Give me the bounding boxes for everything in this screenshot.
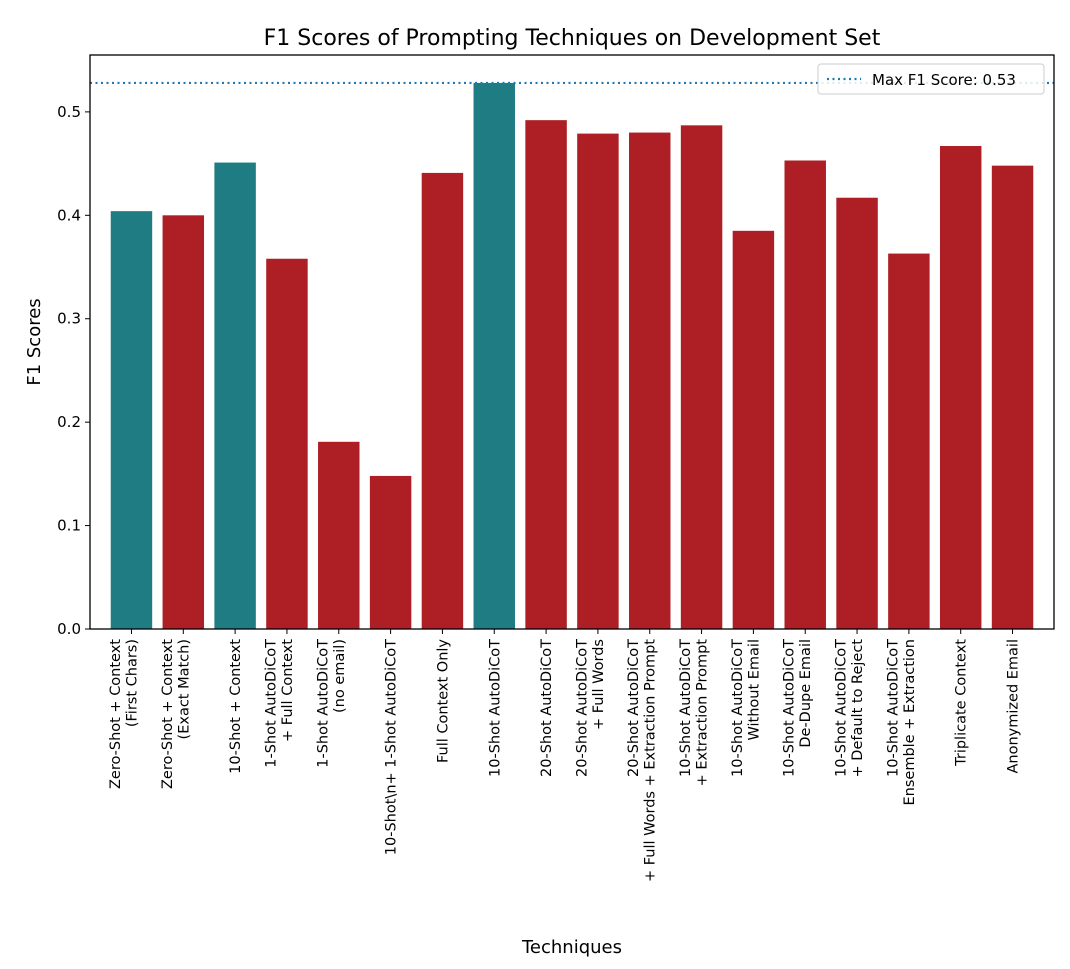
bar-8 xyxy=(473,82,515,630)
x-tick-label-line: 1-Shot AutoDiCoT xyxy=(263,639,279,768)
y-axis-label: F1 Scores xyxy=(24,298,45,385)
x-tick-label-line: Full Context Only xyxy=(435,639,451,763)
bar-12 xyxy=(680,125,723,629)
legend-label: Max F1 Score: 0.53 xyxy=(872,71,1016,89)
bar-5 xyxy=(318,441,360,629)
x-axis-label: Techniques xyxy=(521,937,622,958)
legend: Max F1 Score: 0.53 xyxy=(817,63,1045,95)
x-tick-label-line: 20-Shot AutoDiCoT xyxy=(574,639,590,777)
x-tick-label-11: 20-Shot AutoDiCoT+ Full Words + Extracti… xyxy=(626,639,659,882)
x-tick-label-line: (First Chars) xyxy=(124,639,140,727)
x-tick-label-line: 10-Shot AutoDiCoT xyxy=(730,639,746,777)
bar-6 xyxy=(369,475,412,629)
bar-10 xyxy=(577,133,619,629)
x-tick-label-line: 10-Shot AutoDiCoT xyxy=(678,639,694,777)
x-tick-label-line: Triplicate Context xyxy=(954,639,970,767)
x-tick-label-line: Ensemble + Extraction xyxy=(902,639,918,806)
bar-3 xyxy=(214,162,256,629)
x-tick-label-line: Zero-Shot + Context xyxy=(160,639,176,789)
y-axis: 0.0 0.1 0.2 0.3 0.4 0.5 xyxy=(57,103,90,638)
x-tick-label-15: 10-Shot AutoDiCoT+ Default to Reject xyxy=(834,639,867,778)
bar-15 xyxy=(836,197,878,630)
x-tick-label-8: 10-Shot AutoDiCoT xyxy=(487,639,503,777)
y-tick-label-3: 0.3 xyxy=(57,310,81,328)
bar-16 xyxy=(888,253,930,629)
y-tick-label-1: 0.1 xyxy=(57,517,81,535)
legend-box xyxy=(817,63,1045,95)
x-tick-label-line: 10-Shot AutoDiCoT xyxy=(487,639,503,777)
x-tick-label-12: 10-Shot AutoDiCoT+ Extraction Prompt xyxy=(678,639,711,787)
x-tick-label-line: Anonymized Email xyxy=(1006,639,1022,773)
x-tick-label-line: (no email) xyxy=(332,639,348,713)
x-tick-label-9: 20-Shot AutoDiCoT xyxy=(539,639,555,777)
x-tick-label-10: 20-Shot AutoDiCoT+ Full Words xyxy=(574,639,607,777)
y-tick-label-4: 0.4 xyxy=(57,206,81,224)
x-tick-label-line: 10-Shot\n+ 1-Shot AutoDiCoT xyxy=(384,639,400,855)
x-tick-label-line: + Extraction Prompt xyxy=(695,639,711,787)
bars-group xyxy=(110,82,1034,630)
x-tick-label-13: 10-Shot AutoDiCoTWithout Email xyxy=(730,639,763,777)
bar-7 xyxy=(421,172,464,629)
plot-frame xyxy=(89,54,1055,630)
x-tick-label-14: 10-Shot AutoDiCoTDe-Dupe Email xyxy=(782,639,815,777)
y-tick-label-5: 0.5 xyxy=(57,103,81,121)
x-tick-label-line: De-Dupe Email xyxy=(798,639,814,748)
bar-17 xyxy=(939,146,982,629)
bar-13 xyxy=(732,230,775,629)
bar-9 xyxy=(525,120,567,630)
x-tick-label-line: 20-Shot AutoDiCoT xyxy=(539,639,555,777)
x-tick-label-line: + Default to Reject xyxy=(850,639,866,778)
chart-title: F1 Scores of Prompting Techniques on Dev… xyxy=(264,26,881,51)
y-tick-label-0: 0.0 xyxy=(57,620,81,638)
x-tick-label-line: (Exact Match) xyxy=(176,639,192,739)
x-tick-label-7: Full Context Only xyxy=(435,639,451,763)
bar-4 xyxy=(266,258,308,629)
x-tick-label-line: 10-Shot + Context xyxy=(228,639,244,774)
x-tick-label-line: 10-Shot AutoDiCoT xyxy=(782,639,798,777)
x-tick-label-line: 10-Shot AutoDiCoT xyxy=(885,639,901,777)
bar-2 xyxy=(162,215,205,629)
x-tick-label-6: 10-Shot\n+ 1-Shot AutoDiCoT xyxy=(384,639,400,855)
x-tick-label-line: + Full Context xyxy=(280,639,296,742)
x-tick-label-17: Triplicate Context xyxy=(954,639,970,767)
x-tick-label-2: Zero-Shot + Context(Exact Match) xyxy=(160,639,193,789)
x-axis: Zero-Shot + Context(First Chars) Zero-Sho… xyxy=(108,629,1022,882)
y-tick-label-2: 0.2 xyxy=(57,413,81,431)
x-tick-label-1: Zero-Shot + Context(First Chars) xyxy=(108,639,141,789)
x-tick-label-line: Zero-Shot + Context xyxy=(108,639,124,789)
bar-18 xyxy=(991,165,1034,629)
x-tick-label-line: 20-Shot AutoDiCoT xyxy=(626,639,642,777)
x-tick-label-18: Anonymized Email xyxy=(1006,639,1022,773)
bar-1 xyxy=(110,211,153,629)
x-tick-label-line: 10-Shot AutoDiCoT xyxy=(834,639,850,777)
x-tick-label-16: 10-Shot AutoDiCoTEnsemble + Extraction xyxy=(885,639,918,806)
x-tick-label-3: 10-Shot + Context xyxy=(228,639,244,774)
x-tick-label-4: 1-Shot AutoDiCoT+ Full Context xyxy=(263,639,296,768)
x-tick-label-line: + Full Words xyxy=(591,639,607,730)
x-tick-label-line: 1-Shot AutoDiCoT xyxy=(315,639,331,768)
bar-14 xyxy=(784,160,826,630)
bar-11 xyxy=(629,132,671,629)
x-tick-label-line: Without Email xyxy=(746,639,762,741)
x-tick-label-5: 1-Shot AutoDiCoT(no email) xyxy=(315,639,348,768)
x-tick-label-line: + Full Words + Extraction Prompt xyxy=(643,639,659,882)
